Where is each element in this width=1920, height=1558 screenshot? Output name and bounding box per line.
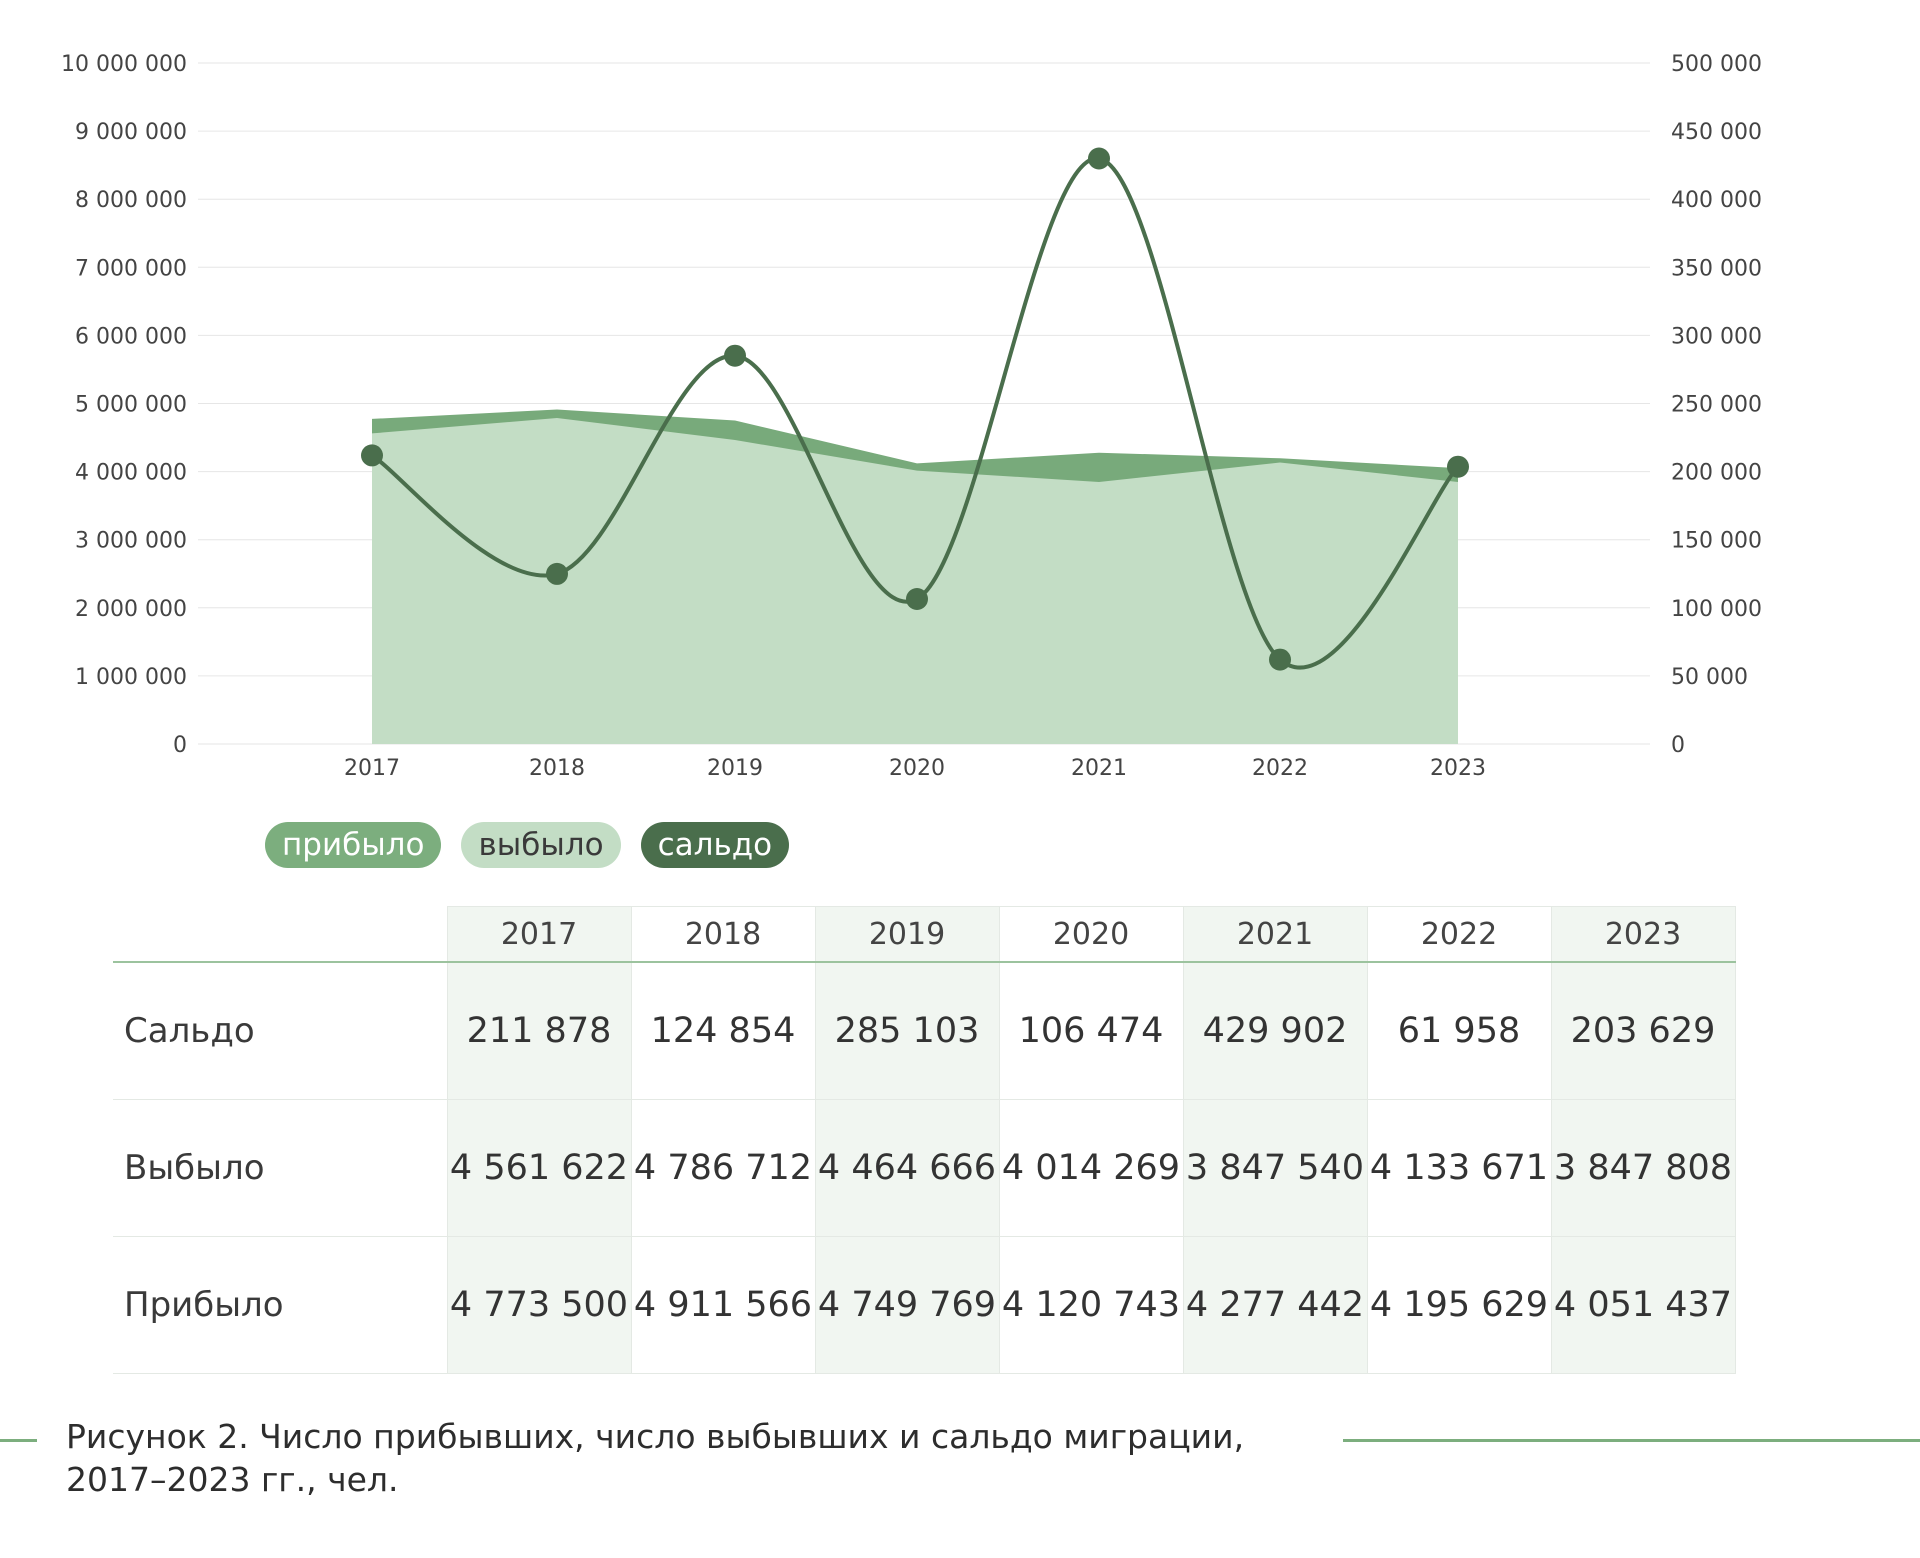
right-axis-tick-label: 0 (1671, 733, 1685, 758)
table-cell: 211 878 (446, 961, 632, 1100)
table-cell: 124 854 (630, 961, 816, 1100)
table-cell: 4 195 629 (1366, 1236, 1552, 1374)
right-axis-tick-label: 400 000 (1671, 188, 1762, 213)
right-axis-tick-label: 500 000 (1671, 52, 1762, 77)
legend-item-vybylo[interactable]: выбыло (461, 822, 621, 868)
right-axis-ticks: 0 50 000 100 000 150 000 200 000 250 000 300 0… (1671, 52, 1762, 758)
saldo-point (724, 344, 746, 367)
left-axis-tick-label: 7 000 000 (75, 256, 187, 281)
x-axis-tick-label: 2019 (707, 756, 763, 781)
table-header-year: 2019 (814, 906, 1000, 963)
table-cell: 4 120 743 (998, 1236, 1184, 1374)
table-cell: 4 749 769 (814, 1236, 1000, 1374)
caption-rule-right (1343, 1439, 1920, 1442)
table-row-vybylo: Выбыло 4 561 622 4 786 712 4 464 666 4 0… (113, 1099, 1736, 1237)
caption-rule-left (0, 1439, 37, 1442)
left-axis-tick-label: 6 000 000 (75, 324, 187, 349)
figure-caption: Рисунок 2. Число прибывших, число выбывш… (66, 1415, 1306, 1501)
table-header-year: 2018 (630, 906, 816, 963)
migration-chart: 0 1 000 000 2 000 000 3 000 000 4 000 000 5 0… (61, 52, 1762, 781)
table-cell: 4 133 671 (1366, 1099, 1552, 1237)
table-cell: 4 786 712 (630, 1099, 816, 1237)
left-axis-tick-label: 9 000 000 (75, 120, 187, 145)
area-vybylo (372, 418, 1458, 744)
table-cell: 4 911 566 (630, 1236, 816, 1374)
table-cell: 429 902 (1182, 961, 1368, 1100)
table-cell: 285 103 (814, 961, 1000, 1100)
right-axis-tick-label: 50 000 (1671, 665, 1748, 690)
table-cell: 106 474 (998, 961, 1184, 1100)
left-axis-tick-label: 8 000 000 (75, 188, 187, 213)
right-axis-tick-label: 250 000 (1671, 393, 1762, 418)
x-axis-tick-label: 2023 (1430, 756, 1486, 781)
table-cell: 4 464 666 (814, 1099, 1000, 1237)
table-header-year: 2017 (446, 906, 632, 963)
legend-item-saldo[interactable]: сальдо (640, 822, 790, 868)
table-cell: 4 561 622 (446, 1099, 632, 1237)
left-axis-tick-label: 1 000 000 (75, 665, 187, 690)
table-header-year: 2022 (1366, 906, 1552, 963)
table-row-pribylo: Прибыло 4 773 500 4 911 566 4 749 769 4 … (113, 1236, 1736, 1374)
right-axis-tick-label: 300 000 (1671, 324, 1762, 349)
table-cell: 4 773 500 (446, 1236, 632, 1374)
right-axis-tick-label: 150 000 (1671, 529, 1762, 554)
right-axis-tick-label: 350 000 (1671, 256, 1762, 281)
right-axis-tick-label: 100 000 (1671, 597, 1762, 622)
table-cell: 3 847 540 (1182, 1099, 1368, 1237)
table-header-year: 2023 (1550, 906, 1736, 963)
saldo-point (906, 588, 928, 610)
left-axis-tick-label: 10 000 000 (61, 52, 187, 77)
table-cell: 61 958 (1366, 961, 1552, 1100)
saldo-point (1447, 455, 1469, 478)
x-axis-tick-label: 2017 (344, 756, 400, 781)
saldo-point (361, 444, 383, 467)
legend: прибыло выбыло сальдо (265, 822, 790, 868)
table-header-year: 2020 (998, 906, 1184, 963)
left-axis-tick-label: 5 000 000 (75, 393, 187, 418)
x-axis-tick-label: 2018 (529, 756, 585, 781)
table-row-label: Прибыло (113, 1236, 448, 1374)
right-axis-tick-label: 200 000 (1671, 461, 1762, 486)
table-cell: 3 847 808 (1550, 1099, 1736, 1237)
table-corner (113, 906, 448, 963)
right-axis-tick-label: 450 000 (1671, 120, 1762, 145)
caption-line-1: Рисунок 2. Число прибывших, число выбывш… (66, 1417, 1245, 1456)
table-row-label: Выбыло (113, 1099, 448, 1237)
left-axis-tick-label: 0 (173, 733, 187, 758)
saldo-point (1269, 648, 1291, 671)
table-header-row: 2017 2018 2019 2020 2021 2022 2023 (113, 906, 1736, 963)
left-axis-ticks: 0 1 000 000 2 000 000 3 000 000 4 000 000 5 0… (61, 52, 187, 758)
caption-line-2: 2017–2023 гг., чел. (66, 1460, 399, 1499)
table-row-saldo: Сальдо 211 878 124 854 285 103 106 474 4… (113, 961, 1736, 1100)
saldo-point (546, 562, 568, 585)
table-cell: 4 277 442 (1182, 1236, 1368, 1374)
left-axis-tick-label: 3 000 000 (75, 529, 187, 554)
x-axis-tick-label: 2020 (889, 756, 945, 781)
table-cell: 203 629 (1550, 961, 1736, 1100)
table-cell: 4 051 437 (1550, 1236, 1736, 1374)
area-series (372, 409, 1458, 744)
saldo-point (1088, 147, 1110, 170)
x-axis-tick-label: 2021 (1071, 756, 1127, 781)
left-axis-tick-label: 4 000 000 (75, 461, 187, 486)
x-axis-tick-label: 2022 (1252, 756, 1308, 781)
table-cell: 4 014 269 (998, 1099, 1184, 1237)
left-axis-tick-label: 2 000 000 (75, 597, 187, 622)
x-axis-ticks: 2017 2018 2019 2020 2021 2022 2023 (344, 756, 1486, 781)
data-table: 2017 2018 2019 2020 2021 2022 2023 Сальд… (113, 906, 1736, 1374)
table-header-year: 2021 (1182, 906, 1368, 963)
table-row-label: Сальдо (113, 961, 448, 1100)
saldo-line-series (361, 147, 1469, 671)
legend-item-pribylo[interactable]: прибыло (265, 822, 442, 868)
